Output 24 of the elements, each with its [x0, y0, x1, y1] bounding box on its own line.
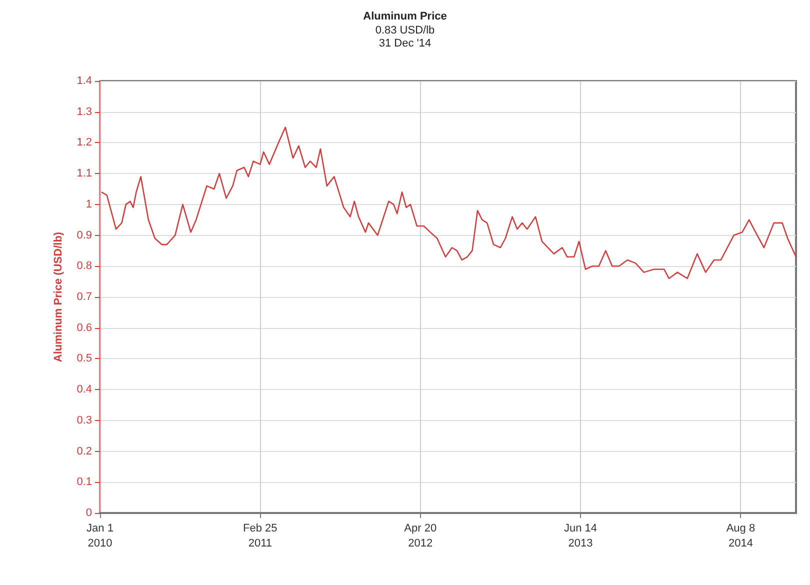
- y-tick-label: 0.7: [76, 291, 92, 303]
- x-tick-label: Feb 25 2011: [243, 522, 278, 550]
- y-tick-label: 0.4: [76, 384, 92, 396]
- y-tick-label: 0.2: [76, 445, 92, 458]
- y-tick-label: 1.1: [76, 168, 92, 180]
- x-tick-label: Jan 1 2010: [86, 522, 114, 550]
- chart-subtitle: 0.83 USD/lb 31 Dec '14: [375, 24, 435, 50]
- line-series: [100, 126, 797, 280]
- chart-title: Aluminum Price: [363, 10, 447, 22]
- y-tick-label: 1.2: [76, 136, 92, 149]
- x-tick-label: Apr 20 2012: [404, 522, 437, 550]
- y-tick-label: 1.4: [76, 75, 92, 87]
- y-tick-label: 1.3: [76, 106, 92, 118]
- y-tick-label: 1: [86, 198, 92, 210]
- y-tick-label: 0.5: [76, 352, 92, 365]
- y-tick-label: 0.9: [76, 229, 92, 242]
- y-tick-label: 0.6: [76, 322, 92, 334]
- x-tick-label: Aug 8 2014: [726, 522, 756, 550]
- y-tick-label: 0.3: [76, 414, 92, 426]
- y-tick-label: 0.1: [76, 476, 92, 488]
- y-tick-label: 0: [86, 507, 92, 519]
- x-tick-label: Jun 14 2013: [564, 522, 598, 550]
- y-axis-title: Aluminum Price (USD/lb): [52, 232, 64, 362]
- y-tick-label: 0.8: [76, 260, 92, 272]
